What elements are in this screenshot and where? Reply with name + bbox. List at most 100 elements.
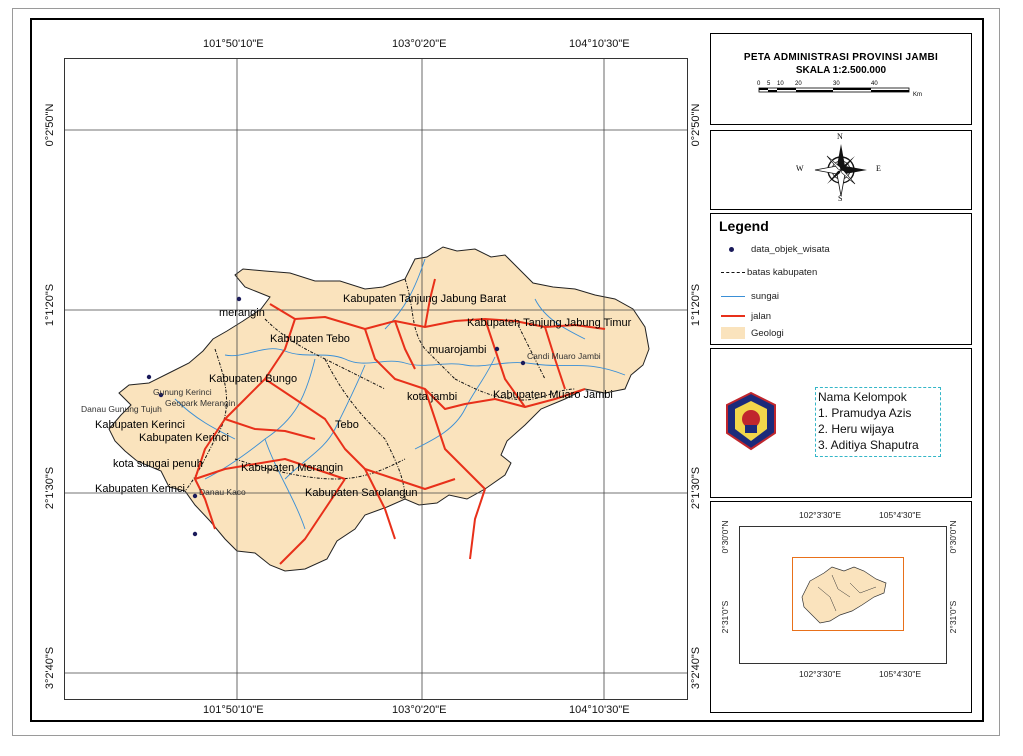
tourism-point[interactable] [236,296,242,302]
inset-panel: 102°3'30"E 105°4'30"E 102°3'30"E 105°4'3… [710,501,972,713]
inset-lon-label-bottom: 105°4'30"E [879,669,922,679]
place-label: Kabupaten Kerinci [139,432,229,444]
main-map-frame[interactable]: Kabupaten Tanjung Jabung Barat merangin … [64,58,688,700]
place-label: Kabupaten Sarolangun [305,487,418,499]
province-shape [108,246,650,572]
place-label: Kabupaten Kerinci [95,483,185,495]
river-line-icon [721,295,745,297]
legend-label: data_objek_wisata [751,243,830,255]
map-scale-text: SKALA 1:2.500.000 [795,65,887,76]
roads [194,278,606,565]
tourism-point[interactable] [520,360,526,366]
place-label: Kabupaten Merangin [241,462,344,474]
legend-label: jalan [751,310,772,322]
scale-unit: Km [913,92,922,98]
tourism-points [146,296,526,537]
group-member: 3. Aditiya Shaputra [818,438,919,452]
scale-tick: 10 [777,81,784,87]
legend-label: batas kabupaten [747,266,818,278]
lon-label-top: 103°0'20"E [392,38,447,50]
legend-item: jalan [711,308,771,324]
group-panel: Nama Kelompok 1. Pramudya Azis 2. Heru w… [710,348,972,498]
lat-label-right: 3°2'40"S [690,646,702,690]
lat-label-left: 3°2'40"S [44,646,56,690]
road-line-icon [721,315,745,317]
legend-item: batas kabupaten [711,264,817,280]
compass-icon [814,144,867,197]
place-label: Kabupaten Muaro Jambi [493,389,613,401]
district-boundaries [184,278,576,500]
place-label: Kabupaten Tanjung Jabung Timur [467,317,632,329]
lon-label-bottom: 104°10'30"E [569,704,630,716]
tourism-point[interactable] [192,531,198,537]
main-map[interactable] [65,59,687,699]
scale-tick: 20 [795,81,802,87]
place-label: kota jambi [407,391,458,403]
group-title: Nama Kelompok [818,390,907,404]
place-label: Geopark Merangin [165,398,236,408]
boundary-line-icon [721,271,745,273]
map-title: PETA ADMINISTRASI PROVINSI JAMBI [743,52,939,63]
university-logo [726,391,776,451]
inset-lon-label-top: 102°3'30"E [799,510,842,520]
inset-lat-label-left: 0°30'0"N [720,520,730,554]
lat-label-right: 0°2'50"N [690,103,702,147]
lon-label-bottom: 101°50'10"E [203,704,264,716]
inset-map-frame[interactable] [739,526,947,664]
place-label: Kabupaten Bungo [209,373,298,385]
place-label: Candi Muaro Jambi [527,351,601,361]
point-symbol-icon [711,244,751,255]
legend-item: Geologi [711,325,784,341]
east-label: E [876,164,881,173]
lat-label-left: 2°1'30"S [44,466,56,510]
inset-map [801,566,887,624]
north-arrow-panel: N S E W [710,130,972,210]
west-label: W [796,164,804,173]
lon-label-top: 101°50'10"E [203,38,264,50]
legend-label: sungai [751,290,779,302]
scale-tick: 30 [833,81,840,87]
legend-panel: Legend data_objek_wisata batas kabupaten… [710,213,972,345]
place-label: muarojambi [429,344,487,356]
north-label: N [837,132,843,141]
inset-extent-box [792,557,904,631]
geology-fill-icon [721,327,745,339]
legend-item: sungai [711,288,779,304]
inset-lon-label-bottom: 102°3'30"E [799,669,842,679]
scale-tick: 0 [757,81,761,87]
lat-label-right: 2°1'30"S [690,466,702,510]
tourism-point[interactable] [158,392,164,398]
group-member: 1. Pramudya Azis [818,406,912,420]
place-label: kota sungai penuh [113,458,203,470]
place-label: merangin [219,307,265,319]
inset-lon-label-top: 105°4'30"E [879,510,922,520]
inset-lat-label-left: 2°31'0"S [720,600,730,634]
lon-label-top: 104°10'30"E [569,38,630,50]
inset-lat-label-right: 0°30'0"N [948,520,958,554]
lat-label-left: 0°2'50"N [44,103,56,147]
legend-label: Geologi [751,327,784,339]
legend-title: Legend [719,218,769,234]
scale-tick: 5 [767,81,771,87]
tourism-point[interactable] [146,374,152,380]
lon-label-bottom: 103°0'20"E [392,704,447,716]
tourism-point[interactable] [494,346,500,352]
place-label: Danau Gunung Tujuh [81,404,162,414]
lat-label-right: 1°1'20"S [690,283,702,327]
title-panel: PETA ADMINISTRASI PROVINSI JAMBI SKALA 1… [710,33,972,125]
scale-tick: 40 [871,81,878,87]
scale-bar [758,87,910,93]
group-member: 2. Heru wijaya [818,422,895,436]
inset-lat-label-right: 2°31'0"S [948,600,958,634]
place-label: Kabupaten Tanjung Jabung Barat [343,293,507,305]
group-box: Nama Kelompok 1. Pramudya Azis 2. Heru w… [815,387,941,457]
lat-label-left: 1°1'20"S [44,283,56,327]
tourism-point[interactable] [192,493,198,499]
place-label: Tebo [335,419,359,431]
south-label: S [838,194,843,203]
legend-item: data_objek_wisata [711,241,830,257]
place-label: Kabupaten Kerinci [95,419,185,431]
place-label: Gunung Kerinci [153,387,212,397]
place-label: Danau Kaco [199,487,246,497]
place-label: Kabupaten Tebo [270,333,350,345]
